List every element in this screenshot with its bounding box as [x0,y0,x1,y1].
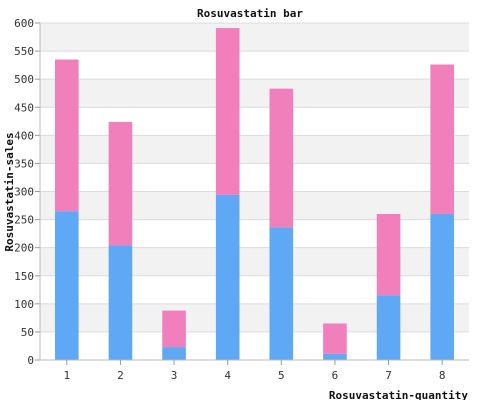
y-tick-label: 100 [14,298,34,311]
x-tick-label: 8 [439,369,446,382]
bar-series1-cat-6 [323,353,347,360]
chart-title: Rosuvastatin bar [197,7,303,20]
grid-band [40,331,469,360]
y-tick-label: 300 [14,186,34,199]
y-tick-label: 400 [14,129,34,142]
x-axis-label: Rosuvastatin-quantity [329,389,468,400]
grid-band [40,303,469,332]
bar-series1-cat-2 [108,245,133,360]
bar-series2-cat-6 [323,323,347,354]
axes-layer [39,23,469,361]
y-tick-label: 550 [14,45,34,58]
bar-series2-cat-2 [108,121,133,246]
x-tick-label: 5 [278,369,285,382]
bars-layer [55,28,454,360]
y-tick-label: 150 [14,270,34,283]
x-tick-label: 6 [332,369,339,382]
y-tick-labels: 0 50 100 150 200 250 300 350 400 450 500 550 600 [14,17,34,367]
grid-band [40,107,469,136]
bar-series2-cat-3 [162,310,186,348]
bar-series1-cat-5 [269,227,294,360]
grid-band [40,135,469,164]
bar-series2-cat-4 [215,28,240,195]
grid-band [40,191,469,220]
y-tick-label: 500 [14,73,34,86]
bar-series2-cat-7 [376,213,401,296]
x-tick-label: 4 [224,369,231,382]
bar-series1-cat-7 [376,295,401,360]
grid-band [40,275,469,304]
bar-series1-cat-1 [55,211,79,360]
grid-band [40,163,469,192]
y-tick-label: 600 [14,17,34,30]
x-tick-label: 2 [117,369,124,382]
bar-series2-cat-5 [269,88,294,228]
y-tick-label: 450 [14,101,34,114]
x-tick-label: 3 [171,369,178,382]
grid-band [40,219,469,248]
y-tick-label: 200 [14,242,34,255]
bar-series2-cat-1 [55,59,79,212]
bar-series1-cat-4 [215,194,240,360]
grid-band [40,79,469,108]
grid-band [40,247,469,276]
y-tick-label: 250 [14,214,34,227]
y-tick-label: 50 [21,326,34,339]
bar-series2-cat-8 [430,64,454,214]
y-tick-label: 0 [27,354,34,367]
grid-band [40,51,469,80]
x-tick-labels: 1 2 3 4 5 6 7 8 [64,360,446,382]
bar-series1-cat-3 [162,347,186,360]
y-axis-label: Rosuvastatin-sales [3,132,16,251]
bar-series1-cat-8 [430,213,454,360]
x-tick-label: 7 [385,369,392,382]
y-tick-label: 350 [14,157,34,170]
x-tick-label: 1 [64,369,71,382]
grid-band [40,23,469,52]
